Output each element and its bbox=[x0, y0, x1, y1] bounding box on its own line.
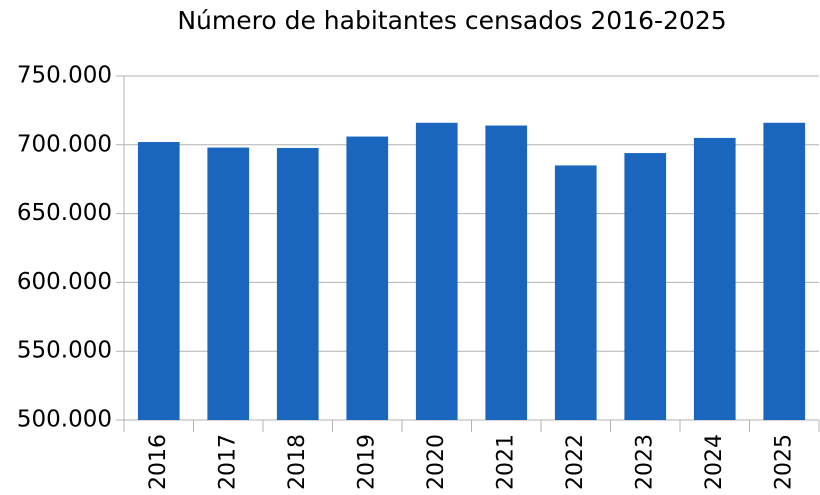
bar bbox=[346, 136, 389, 420]
y-tick-label: 650.000 bbox=[17, 200, 112, 226]
y-tick-label: 500.000 bbox=[17, 407, 112, 433]
x-tick-label: 2025 bbox=[771, 434, 796, 490]
bar bbox=[554, 165, 597, 420]
bar bbox=[415, 122, 458, 420]
chart-title: Número de habitantes censados 2016-2025 bbox=[177, 6, 726, 35]
bar bbox=[624, 153, 667, 420]
bar bbox=[693, 137, 736, 421]
bar bbox=[137, 142, 180, 420]
y-tick-label: 600.000 bbox=[17, 269, 112, 295]
x-tick-label: 2018 bbox=[285, 434, 310, 490]
bar bbox=[276, 147, 319, 421]
bar bbox=[485, 125, 528, 420]
y-tick-label: 750.000 bbox=[17, 63, 112, 89]
x-tick-label: 2024 bbox=[702, 434, 727, 490]
x-tick-label: 2022 bbox=[563, 434, 588, 490]
bar bbox=[763, 122, 806, 420]
x-tick-label: 2021 bbox=[493, 434, 518, 490]
x-tick-label: 2016 bbox=[146, 434, 171, 490]
y-tick-label: 550.000 bbox=[17, 338, 112, 364]
x-tick-label: 2023 bbox=[632, 434, 657, 490]
x-tick-label: 2017 bbox=[215, 434, 240, 490]
bar bbox=[207, 147, 250, 420]
x-tick-label: 2020 bbox=[424, 434, 449, 490]
x-tick-label: 2019 bbox=[354, 434, 379, 490]
y-tick-label: 700.000 bbox=[17, 131, 112, 157]
